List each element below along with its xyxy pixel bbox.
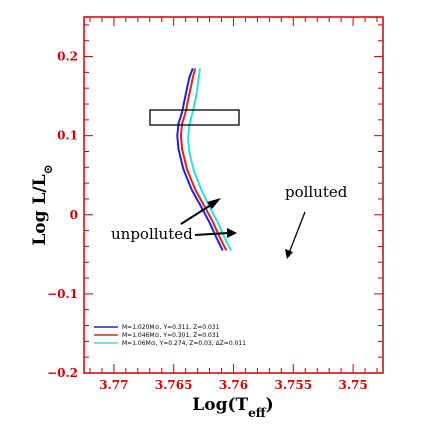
x-tick-label: 3.75 — [338, 378, 367, 392]
annotation-polluted-label: polluted — [285, 183, 348, 201]
annotation-unpolluted: unpolluted — [111, 198, 237, 243]
series-line-1 — [179, 68, 228, 251]
x-tick-label: 3.77 — [99, 378, 128, 392]
y-tick-labels: 0.2 0.1 0 −0.1 −0.2 — [47, 50, 78, 380]
annotation-unpolluted-arrowhead-2 — [227, 228, 237, 238]
annotation-unpolluted-arrow-2 — [194, 232, 229, 236]
y-tick-label: −0.2 — [47, 366, 78, 380]
y-tick-label: −0.1 — [47, 287, 78, 301]
y-tick-label: 0.2 — [57, 50, 78, 64]
axis-ticks — [84, 17, 383, 374]
y-tick-label: 0 — [70, 208, 78, 222]
error-box — [149, 109, 240, 126]
x-tick-label: 3.765 — [155, 378, 193, 392]
y-tick-label: 0.1 — [57, 129, 78, 143]
legend-label-cyan: M=1.06M⊙, Y=0.274, Z=0.03, ΔZ=0.011 — [122, 340, 246, 347]
annotation-polluted-arrow — [288, 211, 306, 254]
legend: M=1.020M⊙, Y=0.311, Z=0.031 M=1.046M⊙, Y… — [94, 324, 246, 347]
x-tick-labels: 3.77 3.765 3.76 3.755 3.75 — [99, 378, 367, 392]
x-tick-label: 3.76 — [219, 378, 248, 392]
series-line-2 — [187, 68, 232, 251]
y-axis-title: Log L/L⊙ — [30, 164, 55, 245]
legend-label-red: M=1.046M⊙, Y=0.301, Z=0.031 — [122, 332, 220, 339]
legend-label-blue: M=1.020M⊙, Y=0.311, Z=0.031 — [122, 324, 220, 331]
x-axis-title: Log(Teff) — [192, 395, 273, 420]
x-tick-label: 3.755 — [275, 378, 313, 392]
series-line-0 — [176, 68, 224, 251]
annotation-unpolluted-arrow-1 — [180, 202, 215, 225]
annotation-polluted-arrowhead — [285, 249, 293, 259]
series-group — [176, 68, 232, 251]
annotation-unpolluted-label: unpolluted — [111, 225, 193, 243]
annotation-polluted: polluted — [285, 183, 348, 259]
annotation-unpolluted-arrowhead-1 — [207, 198, 221, 209]
